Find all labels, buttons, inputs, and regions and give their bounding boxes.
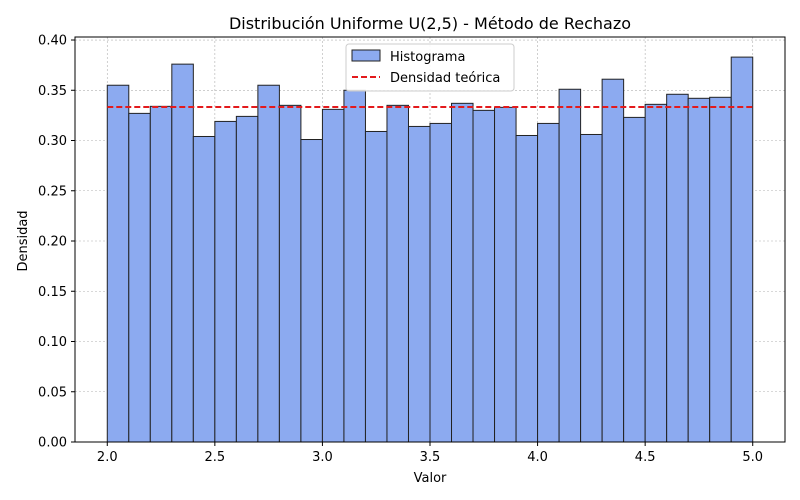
histogram-bar	[149, 105, 173, 443]
y-tick-label: 0.00	[38, 436, 67, 451]
histogram-bar	[580, 133, 603, 443]
histogram-bar	[364, 130, 388, 443]
x-tick-label: 2.0	[97, 450, 118, 465]
x-axis-label: Valor	[414, 471, 447, 486]
x-tick-label: 2.5	[205, 450, 226, 465]
histogram-bar	[214, 120, 237, 443]
histogram-bar	[601, 78, 625, 443]
x-tick-label: 4.5	[635, 450, 656, 465]
y-tick-label: 0.20	[38, 235, 67, 250]
histogram-bar	[472, 109, 496, 443]
histogram-bars	[106, 56, 754, 443]
legend-histogram-label: Histograma	[390, 50, 465, 65]
chart-title: Distribución Uniforme U(2,5) - Método de…	[229, 14, 631, 33]
histogram-bar	[386, 104, 409, 443]
histogram-bar	[343, 89, 366, 443]
y-axis-label: Densidad	[16, 210, 31, 271]
histogram-bar	[644, 103, 668, 443]
histogram-bar	[106, 84, 130, 443]
histogram-bar	[623, 116, 646, 443]
histogram-bar	[278, 104, 302, 443]
legend-box	[345, 43, 515, 92]
histogram-bar	[192, 135, 216, 443]
x-tick-label: 3.0	[312, 450, 333, 465]
histogram-bar	[407, 125, 431, 443]
histogram-bar	[730, 56, 754, 443]
histogram-bar	[171, 63, 194, 443]
histogram-bar	[128, 112, 151, 443]
histogram-bar	[537, 122, 560, 443]
histogram-bar	[235, 115, 259, 443]
histogram-bar	[429, 122, 453, 443]
x-tick-label: 4.0	[527, 450, 548, 465]
histogram-bar	[687, 97, 711, 443]
y-tick-label: 0.05	[38, 385, 67, 400]
x-tick-label: 3.5	[420, 450, 441, 465]
legend-density-label: Densidad teórica	[390, 71, 500, 86]
y-tick-label: 0.40	[38, 34, 67, 49]
x-axis-ticks: 2.0 2.5 3.0 3.5 4.0 4.5 5.0	[97, 442, 763, 465]
legend: Histograma Densidad teórica	[345, 43, 515, 92]
histogram-bar	[666, 93, 689, 443]
histogram-bar	[321, 108, 345, 443]
legend-histogram-swatch	[351, 49, 381, 62]
y-axis-ticks: 0.00 0.05 0.10 0.15 0.20 0.25 0.30 0.35 0.40	[38, 34, 75, 451]
histogram-bar	[257, 84, 280, 443]
y-tick-label: 0.15	[38, 285, 67, 300]
histogram-bar	[300, 139, 323, 443]
y-tick-label: 0.10	[38, 335, 67, 350]
histogram-bar	[709, 96, 732, 443]
y-tick-label: 0.30	[38, 134, 67, 149]
histogram-bar	[494, 106, 517, 443]
y-tick-label: 0.25	[38, 184, 67, 199]
histogram-bar	[451, 102, 474, 443]
histogram-bar	[558, 88, 582, 443]
y-tick-label: 0.35	[38, 84, 67, 99]
x-tick-label: 5.0	[742, 450, 763, 465]
histogram-bar	[515, 134, 539, 443]
